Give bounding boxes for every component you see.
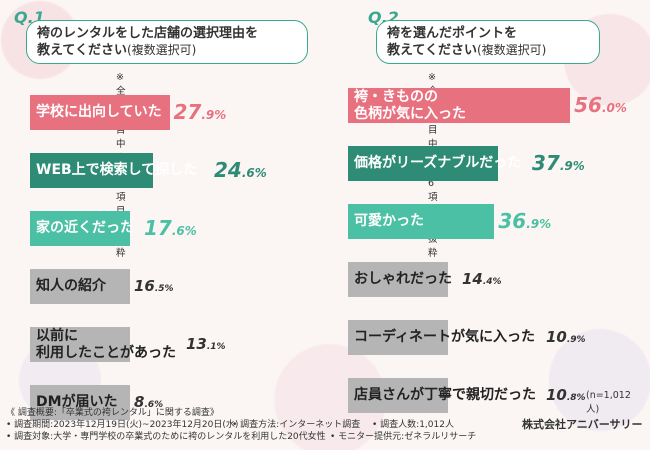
bar	[30, 153, 153, 188]
bar	[30, 211, 130, 246]
bar-value: 13.1%	[186, 335, 226, 353]
bar-label: コーディネートが気に入った	[354, 329, 536, 345]
bar	[348, 204, 495, 239]
bar	[30, 385, 130, 420]
footer-line1: 《 調査概要:「卒業式の袴レンタル」に関する調査》	[6, 408, 219, 418]
bar-label: 価格がリーズナブルだった	[354, 155, 522, 171]
footer-target: • 調査対象:大学・専門学校の卒業式のために袴のレンタルを利用した20代女性	[6, 432, 326, 442]
bar-label: DMが届いた	[36, 394, 118, 410]
footer-method: • 調査方法:インターネット調査	[232, 420, 361, 430]
bar-value: 37.9%	[532, 151, 585, 175]
bar-value: 17.6%	[144, 216, 197, 240]
bar-value: 10.9%	[546, 328, 586, 346]
footer-count: • 調査人数:1,012人	[372, 420, 454, 430]
company-name: 株式会社アニバーサリー	[522, 418, 643, 431]
bar-value: 24.6%	[214, 158, 267, 182]
bar-value: 56.0%	[574, 93, 627, 117]
bar-value: 16.5%	[134, 277, 174, 295]
bar-label: 可愛かった	[354, 213, 424, 229]
bar	[30, 269, 130, 304]
question-line1: 袴を選んだポイントを	[387, 26, 518, 41]
bar-label: 袴・きものの 色柄が気に入った	[354, 89, 466, 122]
footer-monitor: • モニター提供元:ゼネラルリサーチ	[330, 432, 477, 442]
question-line1: 袴のレンタルをした店舗の選択理由を	[37, 26, 259, 41]
bar-label: 家の近くだった	[36, 220, 134, 236]
question-box: 袴のレンタルをした店舗の選択理由を 教えてください(複数選択可)	[26, 20, 308, 64]
bar	[348, 320, 448, 355]
bar-value: 27.9%	[173, 100, 227, 124]
bar-label: 以前に 利用したことがあった	[36, 328, 176, 361]
sample-size: (n=1,012人)	[586, 390, 631, 415]
question-line2: 教えてください(複数選択可)	[37, 43, 197, 58]
bar-label: WEB上で検索して探した	[36, 162, 198, 178]
bar	[348, 146, 499, 181]
bar	[30, 95, 170, 130]
bar-label: 知人の紹介	[36, 278, 106, 294]
bar-label: 店員さんが丁寧で親切だった	[354, 387, 536, 403]
bar	[348, 262, 448, 297]
question-line2: 教えてください(複数選択可)	[387, 43, 547, 58]
bar-value: 14.4%	[462, 270, 502, 288]
bar-value: 8.6%	[134, 393, 164, 411]
footer-period: • 調査期間:2023年12月19日(火)~2023年12月20日(水)	[6, 420, 239, 430]
question-box: 袴を選んだポイントを 教えてください(複数選択可)	[376, 20, 600, 64]
bar-label: 学校に出向していた	[36, 104, 162, 120]
bar-label: おしゃれだった	[354, 271, 452, 287]
bar	[348, 378, 448, 413]
bar	[348, 88, 571, 123]
bar	[30, 327, 130, 362]
bar-value: 10.8%	[546, 386, 586, 404]
bar-value: 36.9%	[498, 209, 552, 233]
